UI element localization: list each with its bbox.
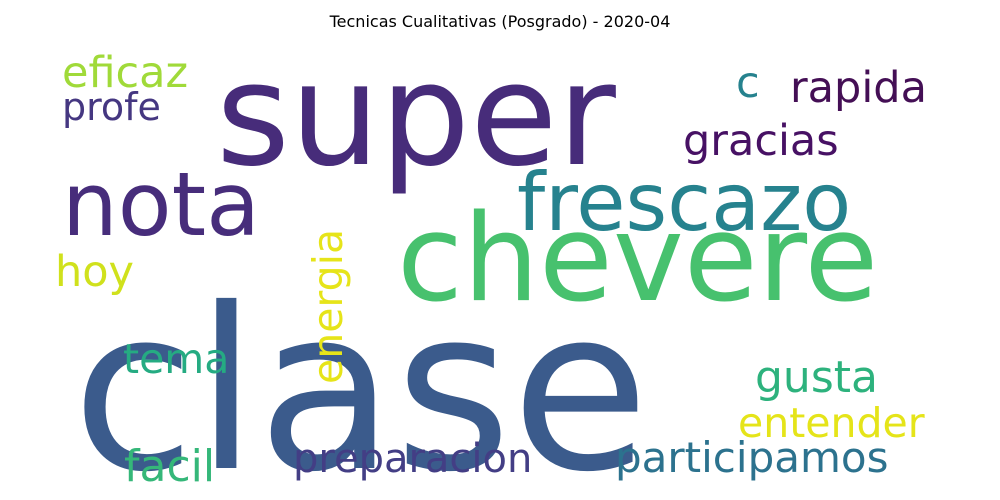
word-energia: energia [304,229,352,384]
word-frescazo: frescazo [517,156,851,249]
word-profe: profe [62,85,161,129]
word-entender: entender [738,399,925,447]
word-gracias: gracias [683,116,839,166]
word-participamos: participamos [615,433,888,482]
word-preparacion: preparacion [293,436,532,482]
word-gusta: gusta [755,352,878,403]
word-clase: clase [72,260,649,500]
word-tema: tema [123,335,229,383]
word-rapida: rapida [790,63,927,113]
word-nota: nota [62,153,260,256]
word-hoy: hoy [55,247,134,297]
word-facil: facil [124,441,215,492]
word-c: c [736,58,760,108]
chart-title: Tecnicas Cualitativas (Posgrado) - 2020-… [329,12,671,31]
word-chevere: chevere [397,190,878,329]
word-eficaz: eficaz [62,48,188,98]
word-super: super [216,33,616,198]
